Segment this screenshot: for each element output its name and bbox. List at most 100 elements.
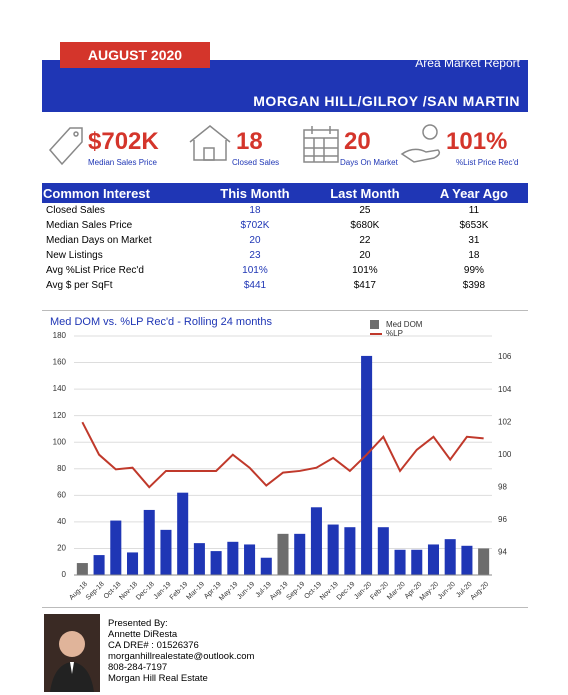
bar bbox=[260, 557, 272, 575]
agent-photo bbox=[44, 614, 100, 692]
y-tick-label: 120 bbox=[53, 411, 67, 420]
stat-value: $702K bbox=[88, 128, 159, 155]
legend-swatch bbox=[370, 320, 379, 329]
y-tick-label: 160 bbox=[53, 358, 67, 367]
stat-label: Closed Sales bbox=[232, 158, 280, 167]
header-cell: A Year Ago bbox=[419, 183, 528, 203]
x-tick-label: Sep-19 bbox=[286, 581, 307, 602]
bar bbox=[327, 524, 339, 575]
bar bbox=[93, 555, 105, 575]
y-tick-label: 20 bbox=[57, 544, 66, 553]
table-cell: $702K bbox=[240, 220, 270, 231]
chart: Med DOM vs. %LP Rec'd - Rolling 24 month… bbox=[50, 316, 512, 603]
table-cell: 99% bbox=[463, 265, 484, 276]
stat-label: %List Price Rec'd bbox=[456, 158, 519, 167]
y2-tick-label: 94 bbox=[498, 547, 507, 556]
x-tick-label: May-19 bbox=[218, 581, 240, 603]
table-cell: 20 bbox=[249, 235, 261, 246]
y2-tick-label: 104 bbox=[498, 385, 512, 394]
stat-icons bbox=[48, 124, 441, 166]
table-cell: 25 bbox=[359, 205, 371, 216]
bar bbox=[411, 549, 423, 575]
y-tick-label: 80 bbox=[57, 464, 66, 473]
table-cell: Closed Sales bbox=[46, 205, 105, 216]
x-tick-label: Dec-18 bbox=[135, 581, 156, 602]
y-tick-label: 180 bbox=[53, 331, 67, 340]
bar bbox=[160, 529, 172, 575]
y-tick-label: 0 bbox=[62, 570, 67, 579]
bar bbox=[143, 509, 155, 575]
bar bbox=[344, 527, 356, 575]
market-table: Common Interest This Month Last Month A Yea… bbox=[42, 183, 528, 293]
table-cell: 101% bbox=[242, 265, 268, 276]
line bbox=[81, 421, 484, 489]
bar bbox=[294, 533, 306, 575]
bar bbox=[377, 527, 389, 575]
area: MORGAN HILL/GILROY /SAN MARTIN bbox=[253, 93, 520, 109]
divider bbox=[42, 607, 528, 608]
bar bbox=[227, 541, 239, 575]
stat-value: 20 bbox=[344, 128, 371, 155]
month: AUGUST 2020 bbox=[60, 42, 210, 68]
table-cell: New Listings bbox=[46, 250, 103, 261]
bar bbox=[461, 545, 473, 575]
table-row: New Listings 23 20 18 bbox=[42, 248, 528, 263]
table-cell: Avg $ per SqFt bbox=[46, 280, 113, 291]
header-cell: Last Month bbox=[309, 183, 420, 203]
stat-label: Median Sales Price bbox=[88, 158, 157, 167]
footer-line: Presented By: bbox=[108, 618, 168, 629]
y2-tick-label: 106 bbox=[498, 352, 512, 361]
y2-tick-label: 100 bbox=[498, 450, 512, 459]
table-cell: 20 bbox=[359, 250, 371, 261]
table-header: Common Interest This Month Last Month A Yea… bbox=[42, 183, 528, 203]
bar bbox=[444, 539, 456, 575]
y-tick-label: 140 bbox=[53, 384, 67, 393]
table-cell: $398 bbox=[462, 280, 486, 291]
table-cell: 31 bbox=[468, 235, 480, 246]
x-tick-label: May-20 bbox=[419, 581, 441, 603]
table-cell: 11 bbox=[468, 205, 480, 216]
table-cell: Avg %List Price Rec'd bbox=[46, 265, 144, 276]
x-tick-label: Jun-19 bbox=[236, 581, 256, 601]
bar bbox=[127, 552, 139, 575]
table-cell: 101% bbox=[352, 265, 378, 276]
footer-line: Annette DiResta bbox=[108, 629, 178, 640]
bar bbox=[76, 563, 88, 575]
table-cell: 22 bbox=[359, 235, 371, 246]
bar bbox=[277, 533, 289, 575]
footer-line: morganhillrealestate@outlook.com bbox=[108, 651, 255, 662]
bar bbox=[244, 544, 256, 575]
y-tick-label: 100 bbox=[53, 437, 67, 446]
table-cell: $441 bbox=[243, 280, 267, 291]
legend-label: %LP bbox=[386, 329, 403, 338]
bar bbox=[110, 520, 122, 575]
table-cell: $653K bbox=[459, 220, 489, 231]
x-tick-label: Sep-18 bbox=[85, 581, 106, 602]
bar bbox=[427, 544, 439, 575]
chart-title: Med DOM vs. %LP Rec'd - Rolling 24 month… bbox=[50, 316, 272, 328]
y2-tick-label: 98 bbox=[498, 482, 507, 491]
table-row: Median Days on Market 20 22 31 bbox=[42, 233, 528, 248]
x-tick-label: Mar-19 bbox=[185, 581, 206, 602]
legend-label: Med DOM bbox=[386, 320, 423, 329]
footer-line: Morgan Hill Real Estate bbox=[108, 673, 208, 684]
bar bbox=[210, 551, 222, 575]
bar bbox=[361, 355, 373, 575]
table-row: Closed Sales 18 25 11 bbox=[42, 203, 528, 218]
table-cell: $417 bbox=[353, 280, 376, 291]
table-cell: $680K bbox=[350, 220, 380, 231]
table-cell: 18 bbox=[468, 250, 480, 261]
x-tick-label: Dec-19 bbox=[336, 581, 357, 602]
header-cell: This Month bbox=[200, 183, 310, 203]
y2-tick-label: 96 bbox=[498, 515, 507, 524]
footer-line: 808-284-7197 bbox=[108, 662, 168, 673]
y-tick-label: 40 bbox=[57, 517, 66, 526]
bar bbox=[394, 549, 406, 575]
report-title: Area Market Report bbox=[415, 56, 520, 70]
x-tick-label: Jun-20 bbox=[437, 581, 457, 601]
stat-label: Days On Market bbox=[340, 158, 398, 167]
footer: Presented By: Annette DiResta CA DRE# : 01… bbox=[108, 618, 254, 684]
x-tick-label: Aug-20 bbox=[469, 581, 490, 602]
table-row: Avg %List Price Rec'd 101% 101% 99% bbox=[42, 263, 528, 278]
